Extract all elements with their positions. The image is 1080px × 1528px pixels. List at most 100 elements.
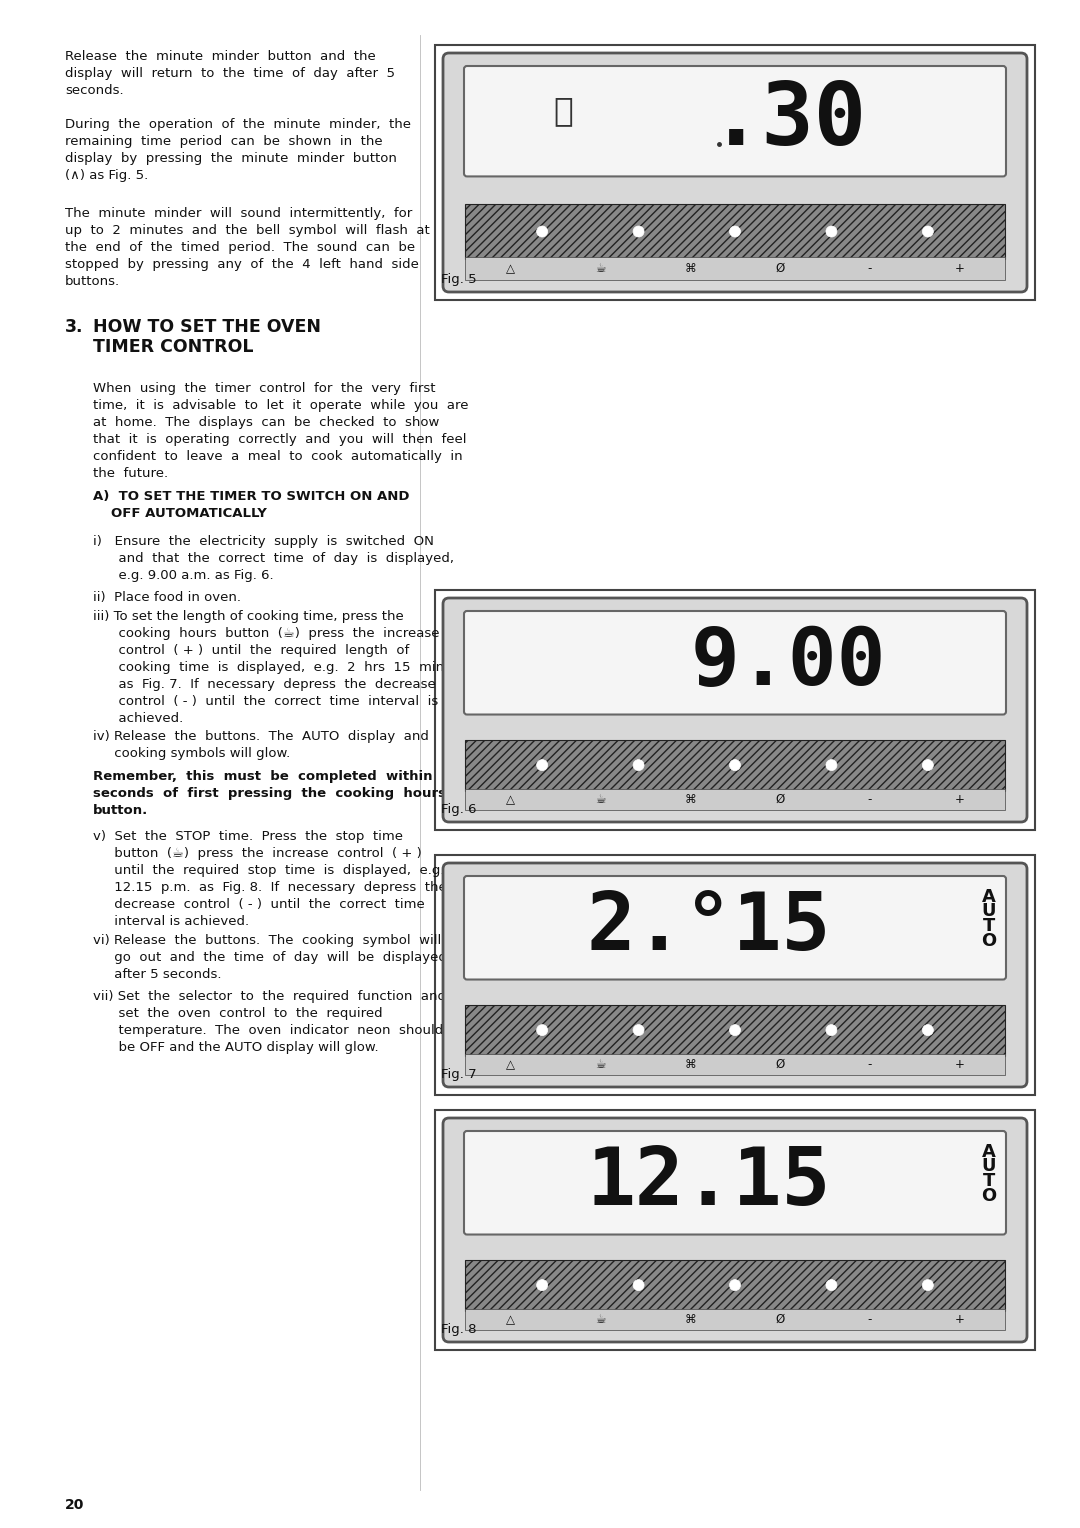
Circle shape: [729, 1279, 741, 1291]
Text: HOW TO SET THE OVEN: HOW TO SET THE OVEN: [93, 318, 321, 336]
Text: When  using  the  timer  control  for  the  very  first: When using the timer control for the ver…: [93, 382, 435, 396]
Text: until  the  required  stop  time  is  displayed,  e.g.: until the required stop time is displaye…: [93, 863, 445, 877]
Text: set  the  oven  control  to  the  required: set the oven control to the required: [93, 1007, 382, 1021]
Text: ii)  Place food in oven.: ii) Place food in oven.: [93, 591, 241, 604]
Text: Ø: Ø: [775, 263, 785, 275]
Text: go  out  and  the  time  of  day  will  be  displayed: go out and the time of day will be displ…: [93, 950, 447, 964]
Text: 2.°15: 2.°15: [586, 889, 831, 967]
Circle shape: [537, 1025, 548, 1036]
Text: and  that  the  correct  time  of  day  is  displayed,: and that the correct time of day is disp…: [93, 552, 454, 565]
Circle shape: [537, 1279, 548, 1291]
Text: e.g. 9.00 a.m. as Fig. 6.: e.g. 9.00 a.m. as Fig. 6.: [93, 568, 273, 582]
Text: 12.15: 12.15: [586, 1144, 831, 1222]
Bar: [435, 856, 1035, 1096]
Text: v)  Set  the  STOP  time.  Press  the  stop  time: v) Set the STOP time. Press the stop tim…: [93, 830, 403, 843]
Text: button  (☕)  press  the  increase  control  ( + ): button (☕) press the increase control ( …: [93, 847, 422, 860]
Text: A: A: [982, 1143, 996, 1161]
Text: ⌘: ⌘: [684, 263, 696, 275]
Text: confident  to  leave  a  meal  to  cook  automatically  in: confident to leave a meal to cook automa…: [93, 451, 462, 463]
Text: ␇: ␇: [554, 95, 573, 127]
Bar: [465, 1054, 1005, 1076]
Text: be OFF and the AUTO display will glow.: be OFF and the AUTO display will glow.: [93, 1041, 379, 1054]
Text: interval is achieved.: interval is achieved.: [93, 915, 249, 927]
Text: control  ( - )  until  the  correct  time  interval  is: control ( - ) until the correct time int…: [93, 695, 438, 707]
Text: +: +: [955, 793, 964, 805]
Text: iv) Release  the  buttons.  The  AUTO  display  and: iv) Release the buttons. The AUTO displa…: [93, 730, 429, 743]
Circle shape: [922, 1025, 933, 1036]
Circle shape: [537, 759, 548, 770]
Text: T: T: [983, 1172, 995, 1190]
Circle shape: [826, 1279, 837, 1291]
Text: Fig. 7: Fig. 7: [441, 1068, 476, 1080]
Text: after 5 seconds.: after 5 seconds.: [93, 969, 221, 981]
Text: TIMER CONTROL: TIMER CONTROL: [93, 338, 254, 356]
Bar: [435, 44, 1035, 299]
Bar: [465, 788, 1005, 810]
Text: up  to  2  minutes  and  the  bell  symbol  will  flash  at: up to 2 minutes and the bell symbol will…: [65, 225, 430, 237]
Text: remaining  time  period  can  be  shown  in  the: remaining time period can be shown in th…: [65, 134, 382, 148]
Circle shape: [729, 226, 741, 237]
Circle shape: [922, 226, 933, 237]
Circle shape: [729, 1025, 741, 1036]
Text: buttons.: buttons.: [65, 275, 120, 287]
FancyBboxPatch shape: [443, 597, 1027, 822]
FancyBboxPatch shape: [464, 876, 1005, 979]
Circle shape: [537, 226, 548, 237]
Text: Fig. 5: Fig. 5: [441, 274, 476, 286]
Text: .30: .30: [710, 79, 867, 163]
Text: Remember,  this  must  be  completed  within  4: Remember, this must be completed within …: [93, 770, 451, 782]
Text: ☕: ☕: [595, 1057, 605, 1071]
Text: △: △: [505, 793, 514, 805]
Text: -: -: [868, 793, 873, 805]
Text: i)   Ensure  the  electricity  supply  is  switched  ON: i) Ensure the electricity supply is swit…: [93, 535, 434, 549]
Circle shape: [922, 759, 933, 770]
FancyBboxPatch shape: [443, 863, 1027, 1086]
Circle shape: [922, 1279, 933, 1291]
Text: The  minute  minder  will  sound  intermittently,  for: The minute minder will sound intermitten…: [65, 206, 413, 220]
Text: O: O: [982, 1187, 997, 1206]
Text: Fig. 6: Fig. 6: [441, 804, 476, 816]
Text: O: O: [982, 932, 997, 950]
Text: A)  TO SET THE TIMER TO SWITCH ON AND: A) TO SET THE TIMER TO SWITCH ON AND: [93, 490, 409, 503]
Text: 20: 20: [65, 1497, 84, 1513]
Circle shape: [826, 1025, 837, 1036]
Text: cooking symbols will glow.: cooking symbols will glow.: [93, 747, 291, 759]
Text: -: -: [868, 1313, 873, 1326]
Text: △: △: [505, 263, 514, 275]
Bar: [465, 1005, 1005, 1056]
Text: 9.00: 9.00: [691, 623, 887, 701]
Text: T: T: [983, 917, 995, 935]
Text: cooking  time  is  displayed,  e.g.  2  hrs  15  mins: cooking time is displayed, e.g. 2 hrs 15…: [93, 662, 451, 674]
Text: OFF AUTOMATICALLY: OFF AUTOMATICALLY: [111, 507, 267, 520]
Text: 3.: 3.: [65, 318, 83, 336]
Text: Ø: Ø: [775, 1313, 785, 1326]
Bar: [465, 205, 1005, 258]
Text: ⌘: ⌘: [684, 793, 696, 805]
Circle shape: [826, 226, 837, 237]
Bar: [435, 590, 1035, 830]
Text: button.: button.: [93, 804, 148, 817]
Text: cooking  hours  button  (☕)  press  the  increase: cooking hours button (☕) press the incre…: [93, 626, 440, 640]
Circle shape: [826, 759, 837, 770]
Text: achieved.: achieved.: [93, 712, 184, 724]
Text: ⌘: ⌘: [684, 1057, 696, 1071]
FancyBboxPatch shape: [464, 611, 1005, 715]
Text: +: +: [955, 1057, 964, 1071]
Text: Ø: Ø: [775, 1057, 785, 1071]
Bar: [465, 740, 1005, 790]
Bar: [465, 1309, 1005, 1329]
FancyBboxPatch shape: [464, 66, 1005, 176]
Circle shape: [633, 1279, 644, 1291]
Bar: [435, 1109, 1035, 1351]
Text: stopped  by  pressing  any  of  the  4  left  hand  side: stopped by pressing any of the 4 left ha…: [65, 258, 419, 270]
Text: Release  the  minute  minder  button  and  the: Release the minute minder button and the: [65, 50, 376, 63]
Text: Ø: Ø: [775, 793, 785, 805]
Text: U: U: [982, 903, 996, 920]
Text: temperature.  The  oven  indicator  neon  should: temperature. The oven indicator neon sho…: [93, 1024, 443, 1038]
FancyBboxPatch shape: [443, 1118, 1027, 1342]
Circle shape: [633, 1025, 644, 1036]
Text: the  end  of  the  timed  period.  The  sound  can  be: the end of the timed period. The sound c…: [65, 241, 415, 254]
Text: Fig. 8: Fig. 8: [441, 1323, 476, 1335]
Text: 12.15  p.m.  as  Fig. 8.  If  necessary  depress  the: 12.15 p.m. as Fig. 8. If necessary depre…: [93, 882, 447, 894]
Text: +: +: [955, 1313, 964, 1326]
